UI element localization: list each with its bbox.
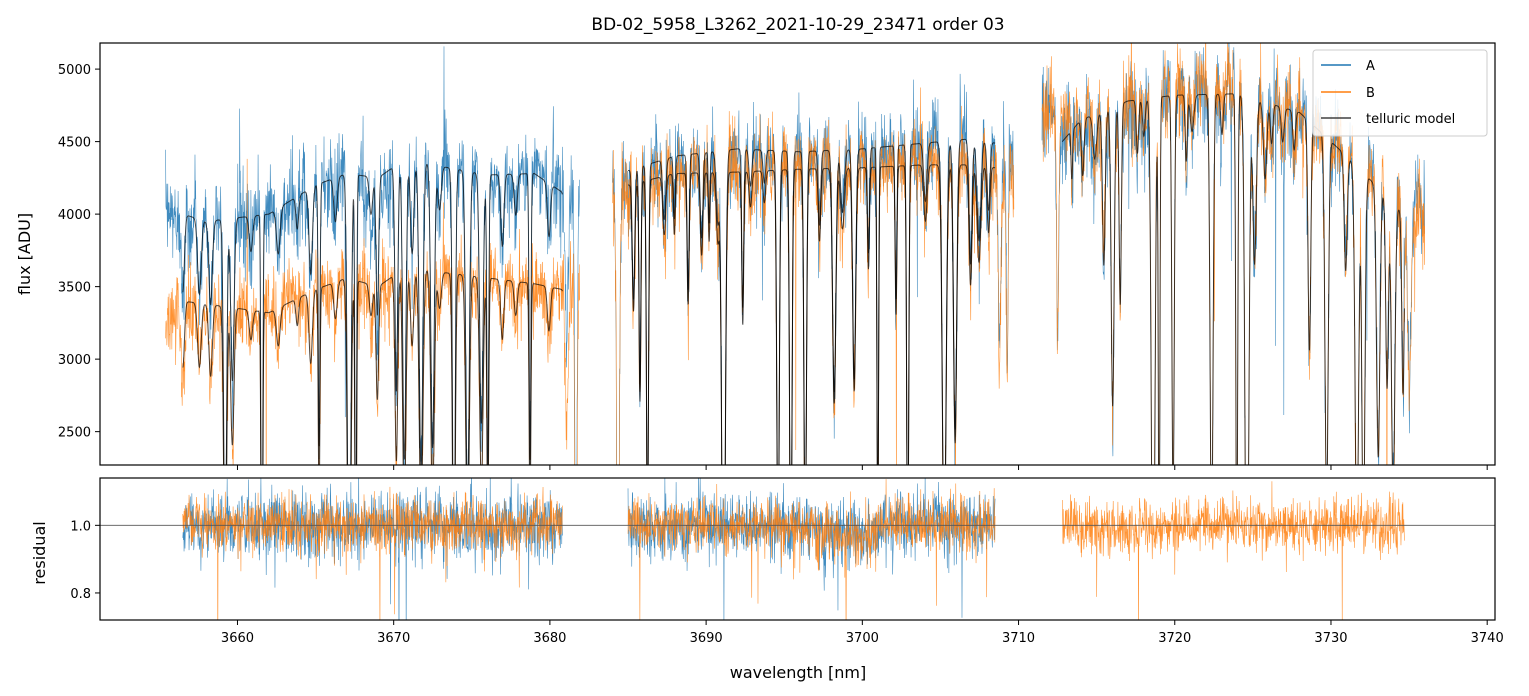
x-tick-label: 3660 bbox=[221, 631, 254, 646]
x-tick-label: 3700 bbox=[846, 631, 879, 646]
x-tick-label: 3730 bbox=[1314, 631, 1347, 646]
telluric-model-curve-1 bbox=[182, 163, 563, 465]
flux-y-tick-label: 5000 bbox=[58, 63, 91, 78]
x-tick-label: 3670 bbox=[377, 631, 410, 646]
x-tick-label: 3720 bbox=[1158, 631, 1191, 646]
residual-y-tick-label: 1.0 bbox=[70, 519, 91, 534]
flux-x-axis bbox=[236, 465, 1488, 470]
series-b-residual-segment-2 bbox=[627, 479, 996, 620]
legend: A B telluric model bbox=[1312, 49, 1488, 137]
series-a-flux-segment-1 bbox=[165, 46, 580, 465]
flux-y-axis: 2500 3000 3500 4000 4500 5000 bbox=[58, 63, 100, 441]
x-tick-label: 3710 bbox=[1002, 631, 1035, 646]
legend-box bbox=[1312, 49, 1488, 137]
x-tick-label: 3740 bbox=[1471, 631, 1504, 646]
residual-y-tick-label: 0.8 bbox=[70, 587, 91, 602]
flux-series-layer bbox=[165, 43, 1425, 465]
telluric-model-curve-5 bbox=[1061, 93, 1405, 465]
residual-y-axis-label: residual bbox=[30, 521, 49, 584]
legend-label-telluric: telluric model bbox=[1366, 112, 1455, 127]
flux-panel-frame bbox=[99, 42, 1496, 466]
residual-panel: 0.81.0 3660 3670 3680 3690 3700 3710 3720 3730 3… bbox=[30, 477, 1504, 682]
legend-label-b: B bbox=[1366, 86, 1375, 101]
residual-y-axis: 0.8 1.0 bbox=[70, 519, 100, 602]
flux-y-tick-label: 3500 bbox=[58, 281, 91, 296]
chart-title: BD-02_5958_L3262_2021-10-29_23471 order … bbox=[591, 15, 1004, 35]
x-axis-label: wavelength [nm] bbox=[730, 663, 867, 682]
residual-x-axis: 3660 3670 3680 3690 3700 3710 3720 3730 3740 bbox=[221, 620, 1504, 646]
legend-label-a: A bbox=[1366, 59, 1375, 74]
x-tick-label: 3690 bbox=[690, 631, 723, 646]
flux-y-axis-label: flux [ADU] bbox=[15, 213, 34, 295]
x-tick-label: 3680 bbox=[533, 631, 566, 646]
residual-panel-frame bbox=[99, 477, 1496, 621]
telluric-model-curve-2 bbox=[182, 270, 563, 465]
residual-series-layer bbox=[100, 478, 1495, 620]
telluric-model-curve-4 bbox=[627, 164, 996, 465]
flux-panel: 2500 3000 3500 4000 4500 5000 flux [ADU] bbox=[15, 42, 1496, 470]
flux-y-tick-label: 3000 bbox=[58, 353, 91, 368]
flux-y-tick-label: 4500 bbox=[58, 136, 91, 151]
flux-y-tick-label: 4000 bbox=[58, 208, 91, 223]
series-b-residual-segment-3 bbox=[1061, 481, 1405, 620]
flux-y-tick-label: 2500 bbox=[58, 426, 91, 441]
